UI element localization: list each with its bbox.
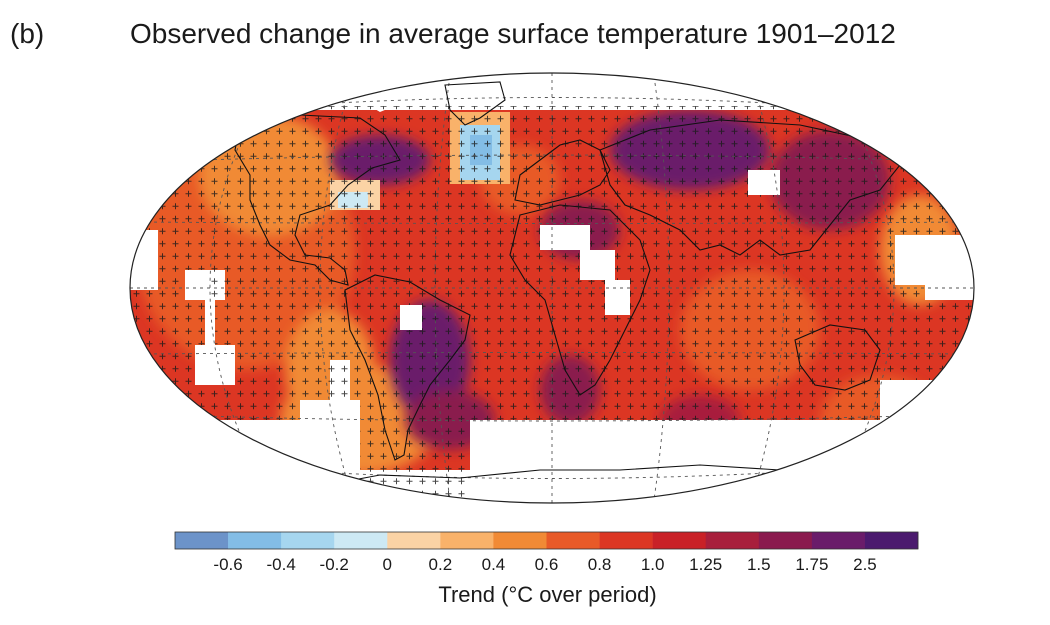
- colorbar-swatch: [440, 532, 494, 549]
- colorbar-swatch: [599, 532, 653, 549]
- colorbar-tick-label: 1.25: [689, 555, 722, 574]
- africa-outline: [509, 204, 651, 396]
- colorbar-tick-label: -0.4: [266, 555, 295, 574]
- colorbar-tick-label: -0.2: [320, 555, 349, 574]
- colorbar-tick-label: 0.2: [429, 555, 453, 574]
- colorbar-swatch: [705, 532, 760, 549]
- colorbar-tick-label: 0.8: [588, 555, 612, 574]
- colorbar-swatch: [864, 532, 919, 549]
- colorbar-unit-label: Trend (°C over period): [438, 582, 657, 607]
- colorbar-swatch: [811, 532, 866, 549]
- north-america-outline: [234, 114, 401, 286]
- colorbar-tick-label: 0: [383, 555, 392, 574]
- colorbar-swatch: [334, 532, 388, 549]
- asia-outline: [599, 119, 901, 256]
- colorbar-tick-label: 1.75: [795, 555, 828, 574]
- colorbar-swatch: [175, 532, 229, 549]
- figure-title: Observed change in average surface tempe…: [130, 18, 896, 49]
- colorbar-tick-label: 1.5: [747, 555, 771, 574]
- colorbar-swatch: [493, 532, 547, 549]
- colorbar-outline: [174, 531, 919, 550]
- colorbar-swatch: [546, 532, 600, 549]
- greenland-outline: [444, 81, 506, 126]
- europe-outline: [514, 139, 611, 206]
- australia-outline: [794, 324, 881, 391]
- colorbar-tick-label: 0.6: [535, 555, 559, 574]
- colorbar-swatch: [758, 532, 813, 549]
- colorbar-tick-label: 1.0: [641, 555, 665, 574]
- graticule: [130, 73, 974, 503]
- panel-label: (b): [10, 18, 45, 49]
- colorbar-swatch: [281, 532, 335, 549]
- colorbar-swatch: [228, 532, 282, 549]
- colorbar-tick-label: 0.4: [482, 555, 506, 574]
- colorbar-labels: -0.6 -0.4 -0.2 0 0.2 0.4 0.6 0.8 1.0 1.25 1.5 1.75 2…: [213, 555, 876, 574]
- colorbar-swatches: [174, 531, 919, 550]
- colorbar-swatch: [652, 532, 707, 549]
- colorbar-tick-label: -0.6: [213, 555, 242, 574]
- map-border: [129, 72, 975, 504]
- colorbar-swatch: [387, 532, 441, 549]
- south-america-outline: [344, 274, 471, 461]
- colorbar-tick-label: 2.5: [853, 555, 877, 574]
